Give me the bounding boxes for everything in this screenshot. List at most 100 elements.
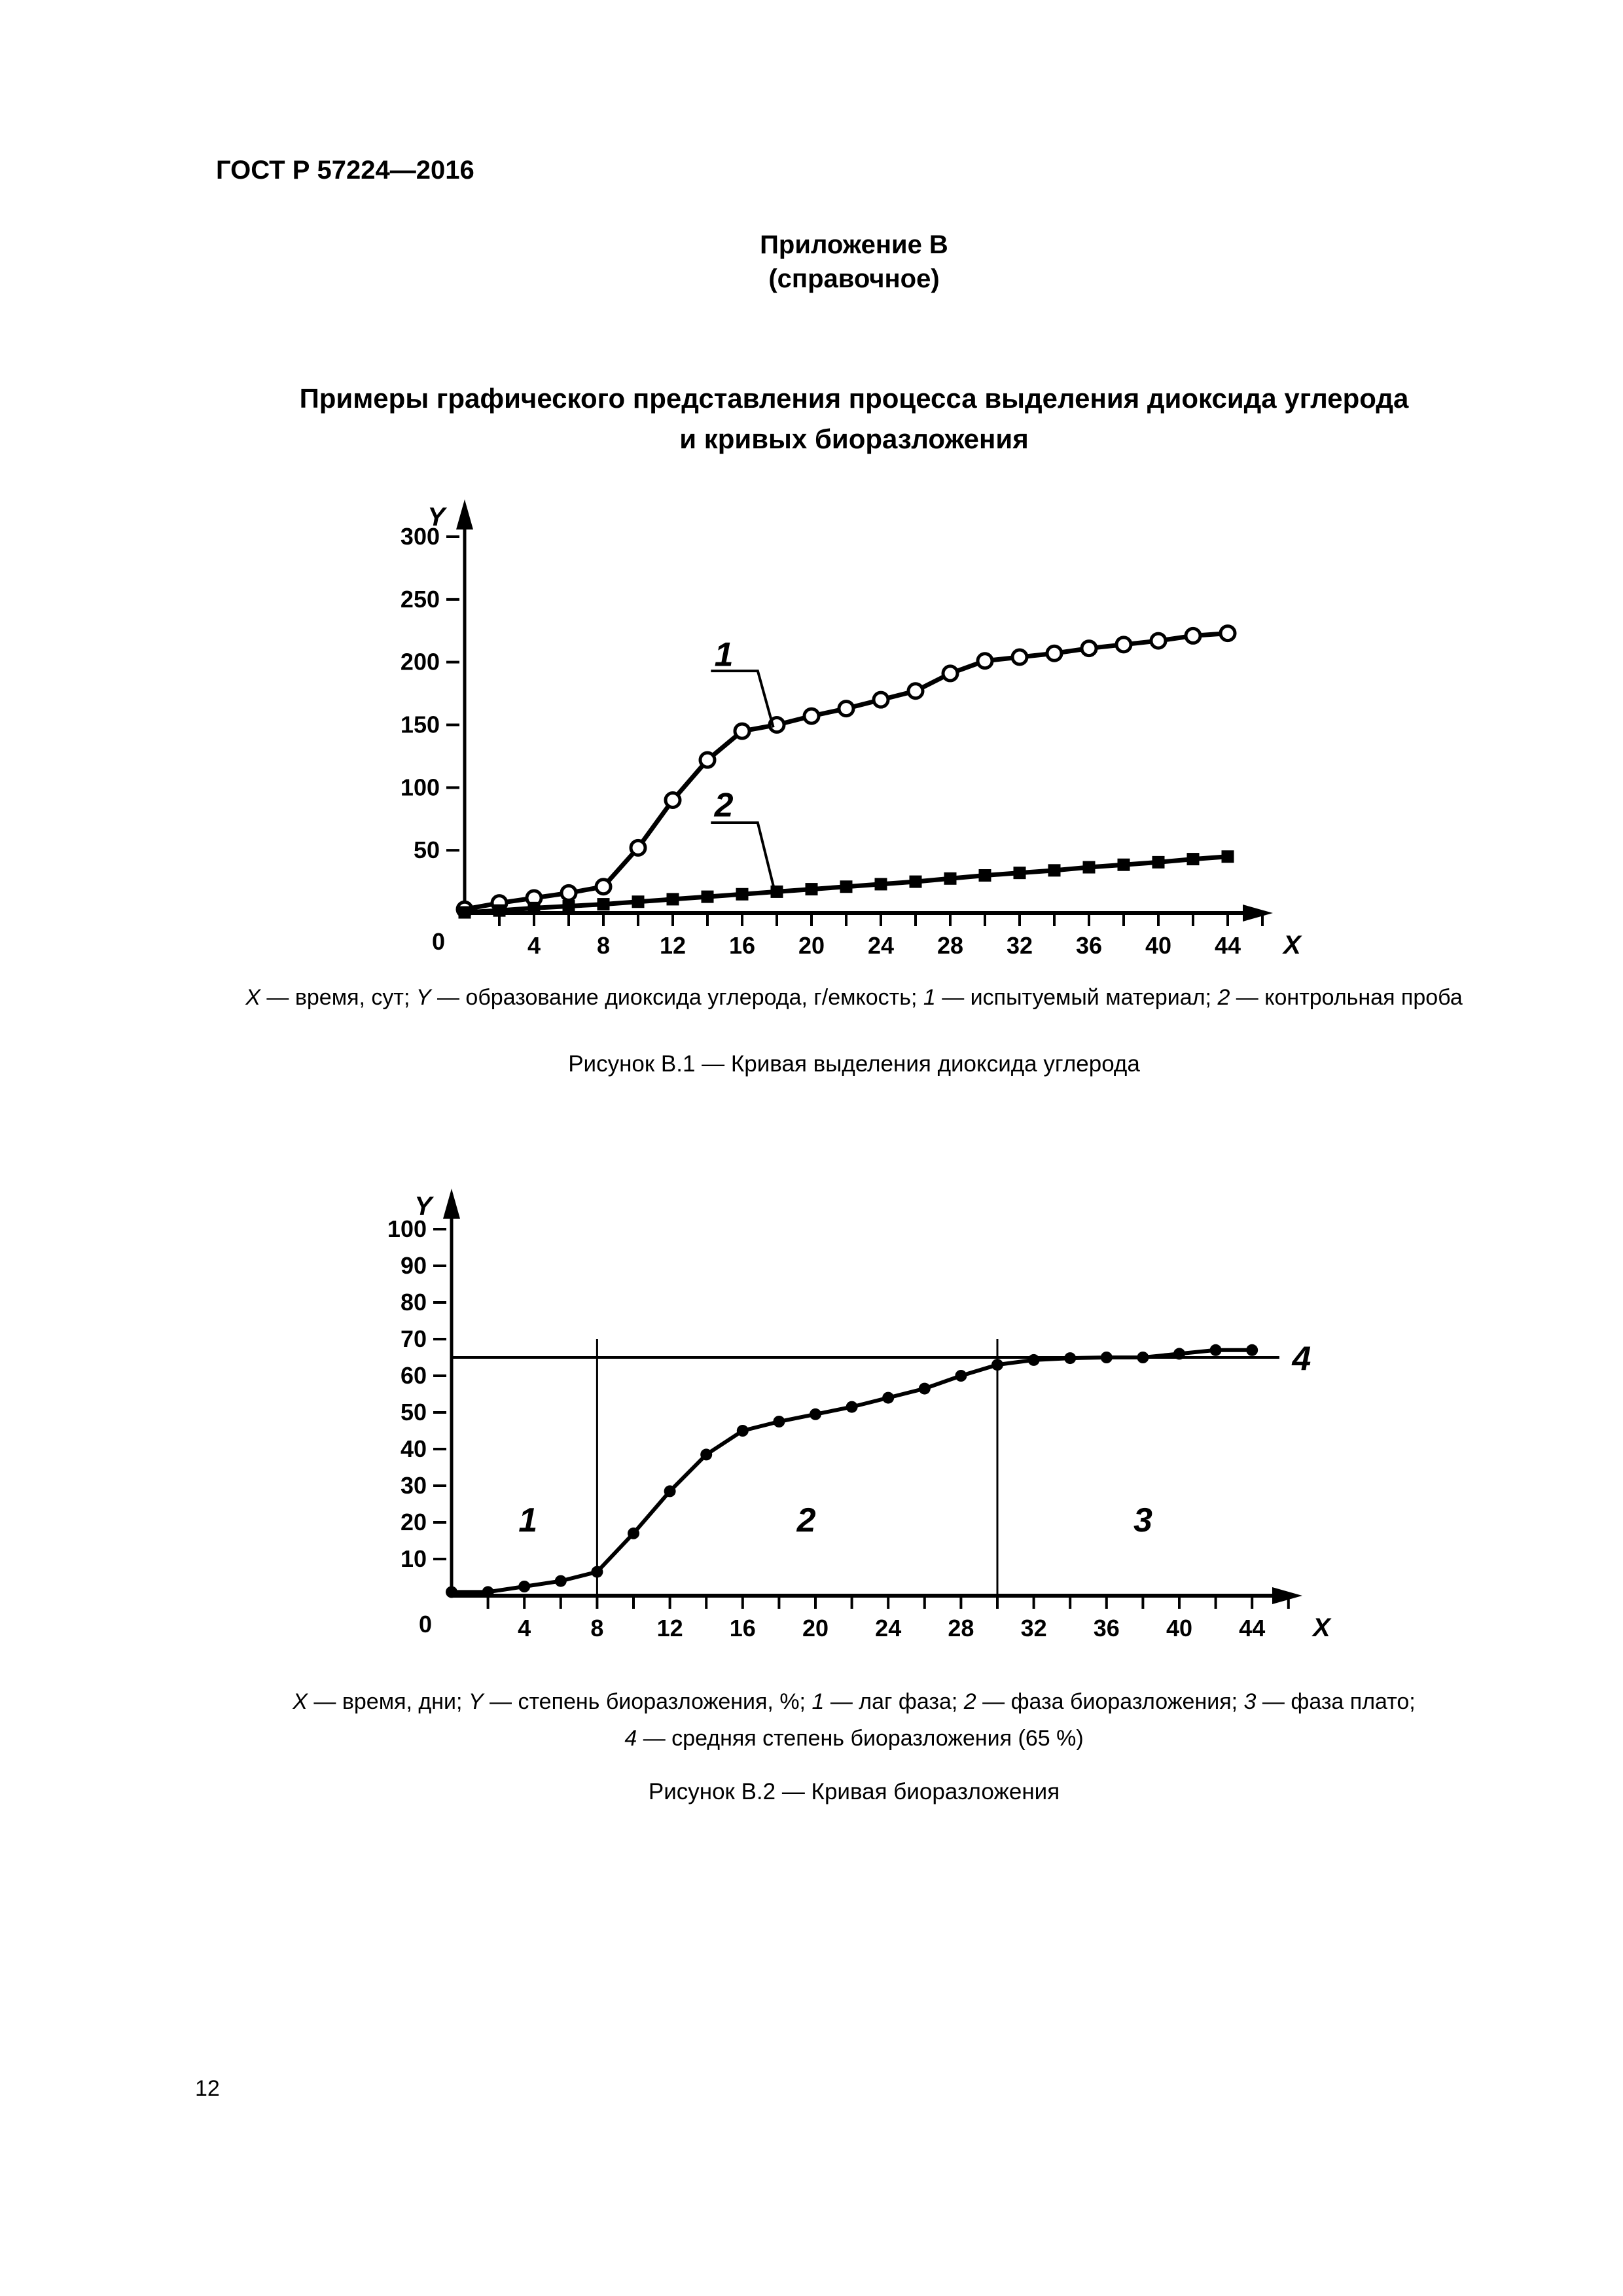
svg-text:4: 4 xyxy=(1291,1340,1311,1378)
region-label-1: 1 xyxy=(518,1501,537,1539)
data-point-dot xyxy=(810,1408,821,1420)
figure-b2-caption: X — время, дни; Y — степень биоразложени… xyxy=(85,1683,1623,1757)
data-point-dot xyxy=(518,1581,531,1592)
svg-text:36: 36 xyxy=(1076,932,1102,959)
data-point-dot xyxy=(1064,1352,1077,1365)
svg-text:50: 50 xyxy=(414,836,440,863)
data-point-square xyxy=(597,898,610,911)
data-point-circle xyxy=(1184,626,1202,645)
data-point-square xyxy=(909,875,922,888)
svg-text:32: 32 xyxy=(1007,932,1033,959)
data-point-dot xyxy=(700,1448,713,1461)
page-title-line1: Примеры графического представления проце… xyxy=(299,383,1409,414)
data-point-dot xyxy=(1173,1348,1185,1360)
reference-lines xyxy=(452,1339,1279,1596)
svg-text:30: 30 xyxy=(401,1472,427,1499)
data-point-circle xyxy=(1149,632,1168,650)
svg-text:28: 28 xyxy=(937,932,963,959)
svg-text:150: 150 xyxy=(401,711,440,738)
data-point-square xyxy=(701,890,714,903)
svg-text:1: 1 xyxy=(715,636,734,673)
data-point-circle xyxy=(1219,624,1237,643)
data-point-square xyxy=(562,899,575,912)
page-number: 12 xyxy=(195,2076,220,2101)
svg-text:3: 3 xyxy=(1133,1501,1152,1539)
data-point-square xyxy=(1117,858,1130,871)
svg-text:24: 24 xyxy=(875,1615,901,1641)
axes: Y X 0 xyxy=(414,1189,1332,1642)
data-point-dot xyxy=(773,1416,785,1427)
svg-text:32: 32 xyxy=(1021,1615,1047,1641)
svg-text:2: 2 xyxy=(796,1501,816,1539)
figure-b1-chart: YX0 4 8 12 16 20 24 28 32 36 40 4450100150200250300… xyxy=(401,499,1302,960)
data-point-dot xyxy=(1137,1352,1149,1363)
data-point-circle xyxy=(802,707,821,725)
figure-b2-caption-line2: 4 — средняя степень биоразложения (65 %) xyxy=(624,1726,1084,1751)
x-axis-arrow-icon xyxy=(1272,1587,1302,1604)
y-axis-arrow-icon xyxy=(456,499,473,529)
svg-text:50: 50 xyxy=(401,1399,427,1426)
curve-callout-1: 1 xyxy=(711,636,775,728)
data-point-square xyxy=(944,872,957,885)
data-point-square xyxy=(632,895,645,908)
page-title: Примеры графического представления проце… xyxy=(85,378,1623,459)
doc-code-header: ГОСТ Р 57224—2016 xyxy=(216,156,474,185)
data-point-circle xyxy=(733,722,751,740)
region-label-3: 3 xyxy=(1133,1501,1152,1539)
data-point-square xyxy=(1048,864,1061,877)
data-point-circle xyxy=(1045,644,1063,662)
data-point-dot xyxy=(991,1359,1003,1371)
svg-text:40: 40 xyxy=(1145,932,1171,959)
data-point-dot xyxy=(591,1566,603,1578)
data-point-dot xyxy=(446,1586,457,1598)
figure-b1-label: Рисунок В.1 — Кривая выделения диоксида … xyxy=(568,1051,1140,1077)
data-point-dot xyxy=(882,1391,895,1404)
svg-text:12: 12 xyxy=(660,932,686,959)
svg-text:8: 8 xyxy=(597,932,610,959)
page-title-line2: и кривых биоразложения xyxy=(679,423,1029,454)
data-point-dot xyxy=(1246,1344,1258,1356)
svg-text:80: 80 xyxy=(401,1289,427,1316)
svg-text:X: X xyxy=(1282,931,1302,960)
svg-text:70: 70 xyxy=(401,1325,427,1352)
svg-text:24: 24 xyxy=(868,932,894,959)
data-point-circle xyxy=(1115,636,1133,654)
y-axis-arrow-icon xyxy=(443,1189,460,1219)
svg-text:1: 1 xyxy=(518,1501,537,1539)
data-point-square xyxy=(736,888,749,901)
ref-line-label: 4 xyxy=(1291,1340,1311,1378)
data-point-square xyxy=(840,880,853,893)
svg-text:16: 16 xyxy=(730,1615,756,1641)
series-2 xyxy=(458,850,1234,919)
data-point-circle xyxy=(837,700,855,718)
appendix-title: Приложение В xyxy=(760,230,948,259)
svg-text:200: 200 xyxy=(401,649,440,675)
svg-text:28: 28 xyxy=(948,1615,974,1641)
data-point-dot xyxy=(664,1485,676,1498)
x-axis-ticks: 4 8 12 16 20 24 28 32 36 40 44 xyxy=(498,914,1264,959)
data-point-square xyxy=(527,901,541,914)
data-point-circle xyxy=(664,791,682,809)
data-point-square xyxy=(1221,850,1234,863)
data-point-dot xyxy=(955,1370,967,1382)
series-1 xyxy=(455,624,1237,918)
figure-b2-chart: YX0 4 8 12 16 20 24 28 32 36 40 4410203040506070809… xyxy=(387,1189,1332,1642)
svg-text:4: 4 xyxy=(518,1615,531,1641)
data-point-circle xyxy=(768,715,786,734)
data-point-dot xyxy=(736,1425,749,1437)
svg-text:60: 60 xyxy=(401,1362,427,1389)
svg-text:Y: Y xyxy=(414,1192,434,1221)
x-axis-arrow-icon xyxy=(1243,905,1273,922)
data-point-dot xyxy=(554,1575,567,1587)
svg-text:100: 100 xyxy=(387,1215,427,1242)
svg-text:90: 90 xyxy=(401,1252,427,1279)
data-point-circle xyxy=(906,682,925,700)
svg-text:20: 20 xyxy=(401,1509,427,1535)
figure-b2-label: Рисунок В.2 — Кривая биоразложения xyxy=(648,1779,1060,1804)
data-point-square xyxy=(458,906,471,919)
data-point-dot xyxy=(1209,1344,1222,1356)
data-point-square xyxy=(1152,855,1165,869)
y-axis-ticks: 10 20 30 40 50 60 70 80 90 100 xyxy=(387,1215,446,1572)
svg-text:8: 8 xyxy=(590,1615,603,1641)
